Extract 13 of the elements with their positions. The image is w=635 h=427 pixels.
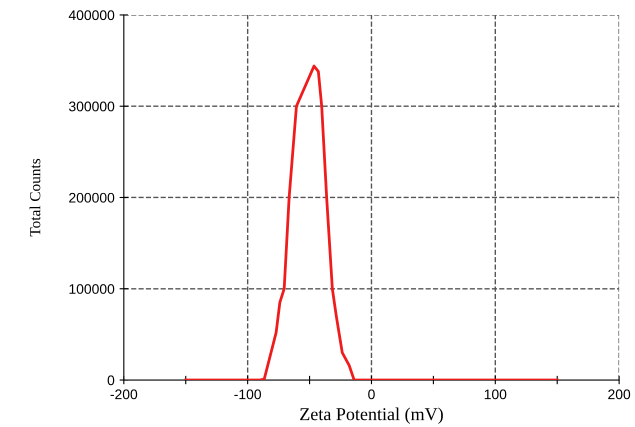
x-tick-label: 100	[484, 389, 506, 400]
y-tick-label: 0	[108, 375, 114, 386]
y-tick-label: 100000	[70, 284, 114, 294]
x-tick-label: 200	[608, 389, 630, 400]
line-series	[184, 64, 559, 380]
y-tick-label: 300000	[68, 102, 114, 112]
y-tick-label: 200000	[69, 192, 114, 203]
x-tick-label: -100	[234, 389, 262, 400]
x-tick-label: 0	[368, 389, 375, 400]
y-tick-label: 400000	[68, 10, 114, 20]
x-axis-title: Zeta Potential (mV)	[300, 408, 443, 424]
x-tick-label: -200	[110, 389, 138, 400]
y-axis-title: Total Counts	[30, 158, 40, 236]
